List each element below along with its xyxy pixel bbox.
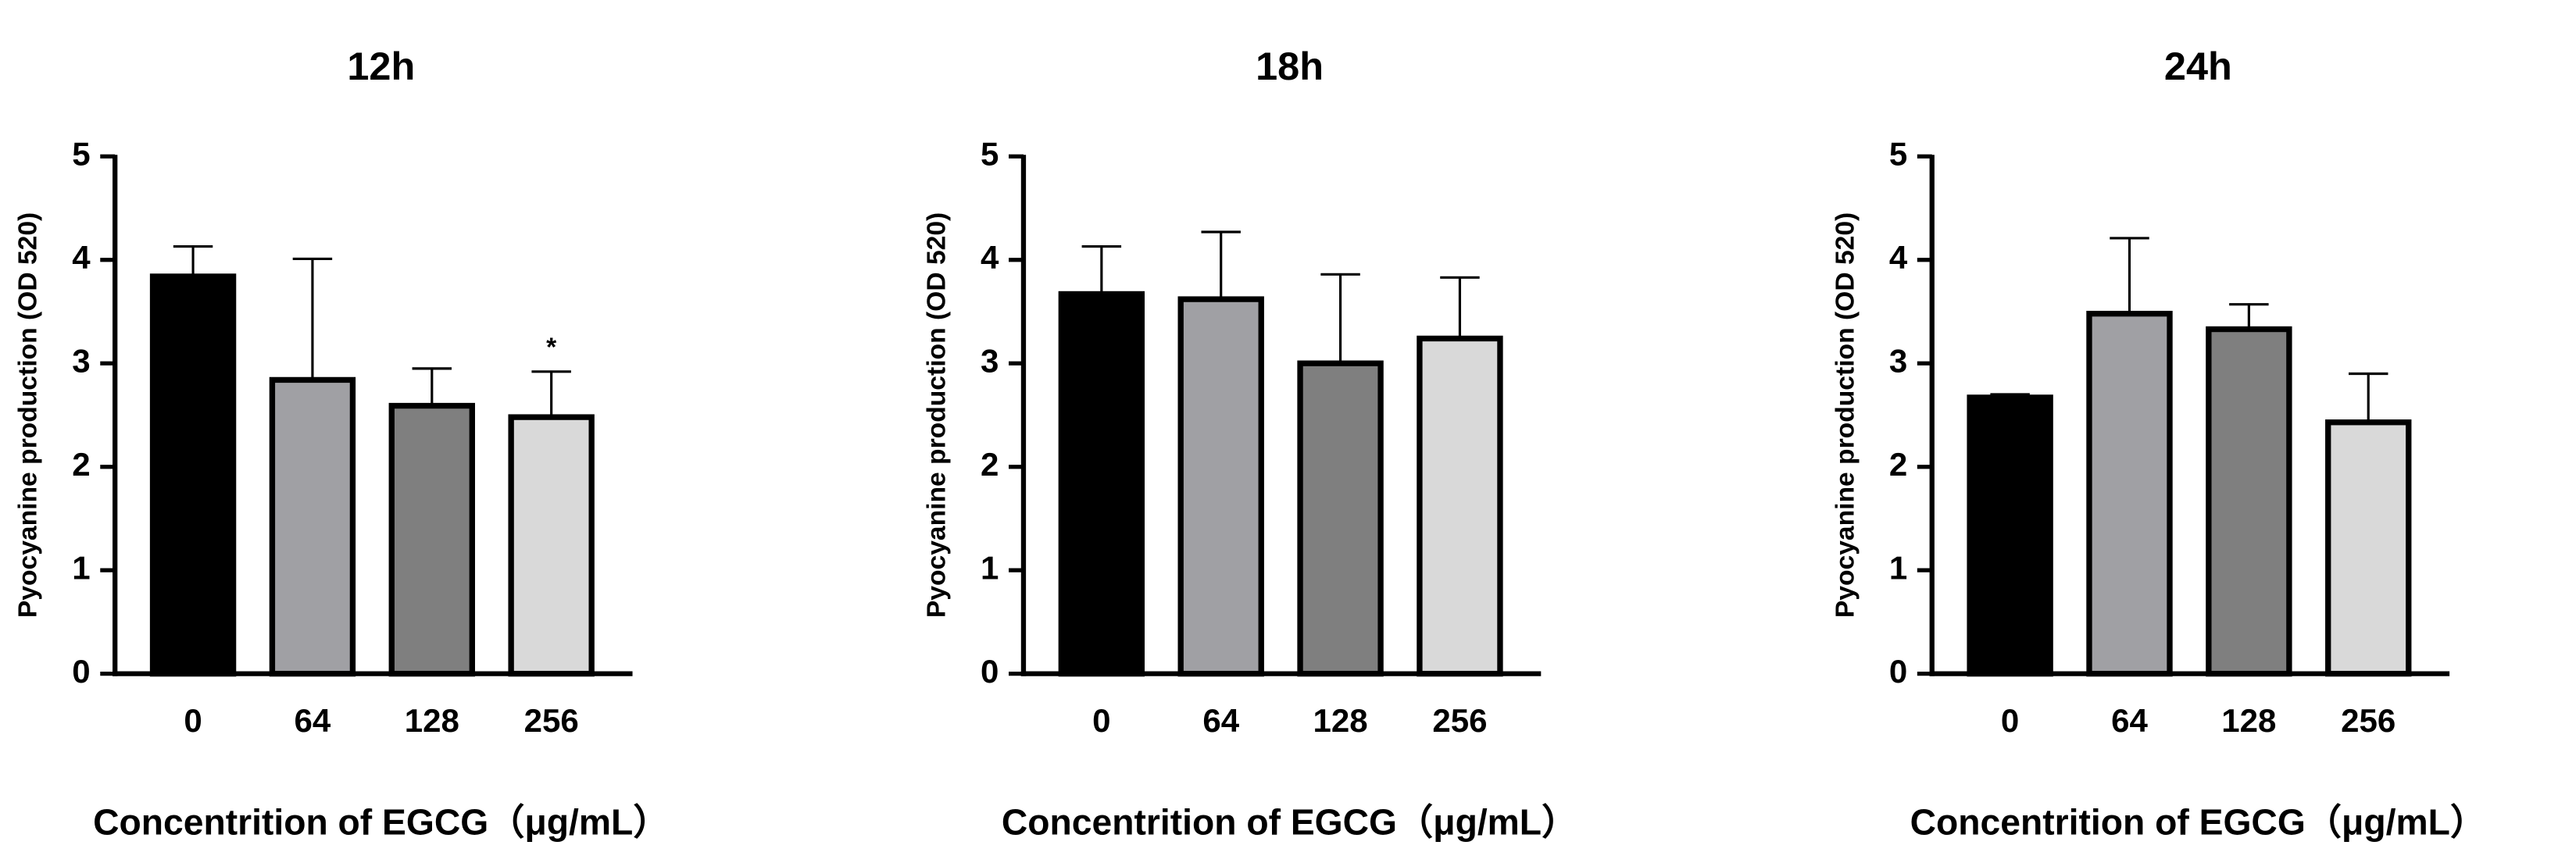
y-tick-label: 4 (981, 239, 999, 276)
y-tick-label: 3 (72, 342, 90, 379)
y-tick-label: 4 (1889, 239, 1908, 276)
bar (2325, 419, 2412, 677)
y-tick-label: 0 (1889, 653, 1907, 690)
y-tick-label: 0 (981, 653, 999, 690)
x-tick-label: 128 (405, 702, 459, 739)
bar (1058, 291, 1145, 677)
x-tick-label: 256 (524, 702, 579, 739)
x-tick-label: 256 (1432, 702, 1487, 739)
y-tick-label: 2 (981, 446, 999, 483)
bar (149, 273, 237, 677)
y-tick-label: 5 (72, 135, 90, 172)
x-tick-label: 256 (2341, 702, 2396, 739)
y-axis-label: Pyocyanine production (OD 520) (1831, 212, 1860, 618)
y-tick-label: 0 (72, 653, 90, 690)
x-tick-label: 64 (295, 702, 331, 739)
x-axis-label: Concentrition of EGCG（μg/mL） (1910, 801, 2486, 842)
significance-mark: * (546, 333, 557, 362)
x-tick-label: 0 (2001, 702, 2019, 739)
x-tick-label: 0 (184, 702, 202, 739)
y-tick-label: 4 (72, 239, 91, 276)
bar (388, 402, 475, 677)
x-tick-label: 64 (2111, 702, 2148, 739)
y-tick-label: 1 (1889, 549, 1907, 586)
y-tick-label: 1 (981, 549, 999, 586)
bar (1417, 335, 1503, 677)
y-axis-label: Pyocyanine production (OD 520) (14, 212, 43, 618)
y-tick-label: 2 (72, 446, 90, 483)
y-tick-label: 5 (981, 135, 999, 172)
y-axis-label: Pyocyanine production (OD 520) (923, 212, 952, 618)
x-tick-label: 0 (1092, 702, 1110, 739)
bar (1177, 296, 1264, 677)
x-axis-label: Concentrition of EGCG（μg/mL） (93, 801, 669, 842)
bar (2206, 326, 2292, 677)
y-tick-label: 1 (72, 549, 90, 586)
chart-title: 24h (2164, 44, 2232, 88)
bar (1967, 394, 2053, 677)
x-tick-label: 128 (1313, 702, 1367, 739)
x-tick-label: 128 (2221, 702, 2276, 739)
y-tick-label: 3 (1889, 342, 1907, 379)
bar (1297, 360, 1384, 677)
chart-title: 12h (347, 44, 415, 88)
y-tick-label: 5 (1889, 135, 1907, 172)
x-tick-label: 64 (1202, 702, 1239, 739)
bar (2086, 310, 2173, 677)
x-axis-label: Concentrition of EGCG（μg/mL） (1002, 801, 1577, 842)
chart-title: 18h (1256, 44, 1324, 88)
y-tick-label: 2 (1889, 446, 1907, 483)
y-tick-label: 3 (981, 342, 999, 379)
bar (269, 376, 356, 677)
bar (508, 414, 595, 677)
